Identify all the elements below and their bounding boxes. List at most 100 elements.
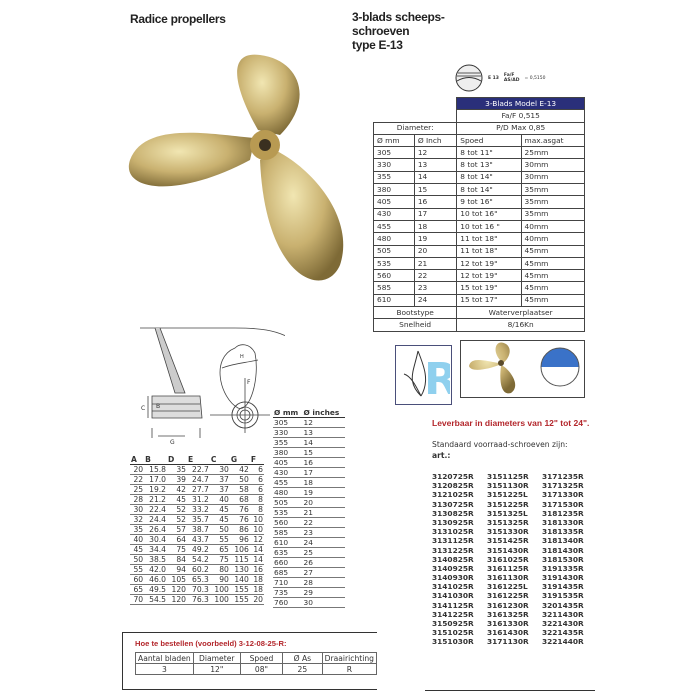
svg-text:R: R (424, 354, 450, 403)
column-header-row: Aantal bladen Diameter Spoed Ø As Draairicht… (135, 652, 378, 664)
table-cell: 76 (229, 514, 250, 526)
table-cell: 90 (209, 574, 230, 586)
table-cell: 33.2 (187, 504, 210, 516)
table-cell: 100 (209, 584, 230, 596)
table-cell: 17 (302, 467, 345, 479)
article-list: 3120725R 3151125R 3171235R 3120825R 3151130R… (432, 472, 597, 647)
table-cell: 635 (273, 547, 303, 559)
order-example-box: Hoe te bestellen (voorbeeld) 3-12-08-25-… (122, 632, 378, 690)
table-row: 330 13 (273, 427, 345, 439)
table-cell: 14 (302, 437, 345, 449)
column-header: Ø mm (373, 133, 415, 148)
table-cell: 25 (302, 547, 345, 559)
article-number: 3161225R (487, 591, 529, 601)
column-header: B (144, 455, 168, 466)
article-number: 3161430R (487, 628, 529, 638)
speed-value: 8/16Kn (456, 318, 585, 332)
table-cell: 40mm (520, 219, 586, 234)
table-cell: 455 (373, 219, 415, 234)
article-number: 3141125R (432, 600, 474, 610)
table-cell: 10 (249, 514, 264, 526)
article-number: 3141025R (432, 582, 474, 592)
table-row: 560 22 (273, 517, 345, 529)
column-header: Draairichting (321, 652, 378, 664)
table-row: 635 25 (273, 547, 345, 559)
column-header: G (229, 455, 250, 466)
label-b: B (156, 403, 160, 410)
article-number: 3130925R (432, 517, 474, 527)
column-header: A (130, 455, 145, 466)
table-cell: 22 (302, 517, 345, 529)
table-cell: 505 (273, 497, 303, 509)
table-cell: 130 (229, 564, 250, 576)
article-number: 3151325R (487, 517, 529, 527)
column-header: C (209, 455, 230, 466)
table-cell: 610 (273, 537, 303, 549)
table-cell: 19.2 (144, 484, 168, 496)
table-cell: 105 (167, 574, 187, 586)
table-cell: 106 (229, 544, 250, 556)
table-row: 535 21 12 tot 19" 45mm (373, 256, 586, 271)
table-cell: 27.7 (187, 484, 210, 496)
table-cell: 16 (413, 195, 458, 209)
article-number: 3201435R (542, 600, 584, 610)
table-cell: 27 (302, 567, 345, 579)
article-number: 3151425R (487, 536, 529, 546)
article-number: 3191435R (542, 582, 584, 592)
article-number: 3221435R (542, 628, 584, 638)
table-row: 735 29 (273, 587, 345, 599)
table-cell: 6 (249, 474, 264, 486)
table-row: 32 24.4 52 35.7 45 76 10 (130, 514, 264, 526)
column-header: Ø Inch (413, 133, 458, 148)
blade-section-icon (455, 64, 483, 92)
table-cell: 660 (273, 557, 303, 569)
table-row: 30 22.4 52 33.2 45 76 8 (130, 504, 264, 516)
table-cell: 380 (273, 447, 303, 459)
propeller-icon-box (460, 340, 585, 398)
table-cell: 23 (413, 281, 458, 295)
article-number: 3181335R (542, 527, 584, 537)
column-header: E (187, 455, 210, 466)
order-value: R (321, 663, 378, 675)
fa-f-value: Fa/F 0,515 (456, 109, 585, 123)
table-cell: 96 (229, 534, 250, 546)
table-cell: 40 (130, 534, 145, 546)
table-cell: 30mm (520, 170, 586, 185)
table-cell: 34.4 (144, 544, 168, 556)
table-cell: 120 (167, 584, 187, 596)
article-number: 3211430R (542, 609, 584, 619)
table-row: 710 28 (273, 577, 345, 589)
table-cell: 8 (249, 494, 264, 506)
table-row: 380 15 (273, 447, 345, 459)
table-cell: 10 (249, 524, 264, 536)
table-cell: 12 tot 19" (456, 269, 522, 283)
table-cell: 12 (302, 417, 345, 429)
table-cell: 38.7 (187, 524, 210, 536)
table-cell: 68 (229, 494, 250, 506)
table-cell: 35mm (520, 195, 586, 209)
blade-area-icon: E 13 Fa/F AS/AD = 0,5150 (455, 64, 545, 92)
article-number: 3120825R (432, 481, 474, 491)
table-row: 760 30 (273, 597, 345, 609)
table-cell: 94 (167, 564, 187, 576)
article-number: 3221430R (542, 619, 584, 628)
column-header: Ø inches (302, 408, 345, 419)
article-number: 3151030R (432, 637, 474, 647)
table-cell: 86 (229, 524, 250, 536)
table-cell: 60 (130, 574, 145, 586)
boat-type-label: Bootstype (372, 306, 458, 320)
column-header: max.asgat (520, 133, 586, 148)
table-row: 560 22 12 tot 19" 45mm (373, 269, 586, 283)
table-cell: 38.5 (144, 554, 168, 566)
table-row: 65 49.5 120 70.3 100 155 18 (130, 584, 264, 596)
table-cell: 22.4 (144, 504, 168, 516)
table-row: 535 21 (273, 507, 345, 519)
table-row: 20 15.8 35 22.7 30 42 6 (130, 464, 264, 476)
table-cell: 710 (273, 577, 303, 589)
table-cell: 21.2 (144, 494, 168, 506)
table-cell: 70 (130, 594, 145, 606)
label-g: G (170, 439, 175, 446)
article-number: 3161130R (487, 573, 529, 583)
small-propeller-icon (469, 342, 516, 394)
table-cell: 505 (373, 244, 415, 258)
